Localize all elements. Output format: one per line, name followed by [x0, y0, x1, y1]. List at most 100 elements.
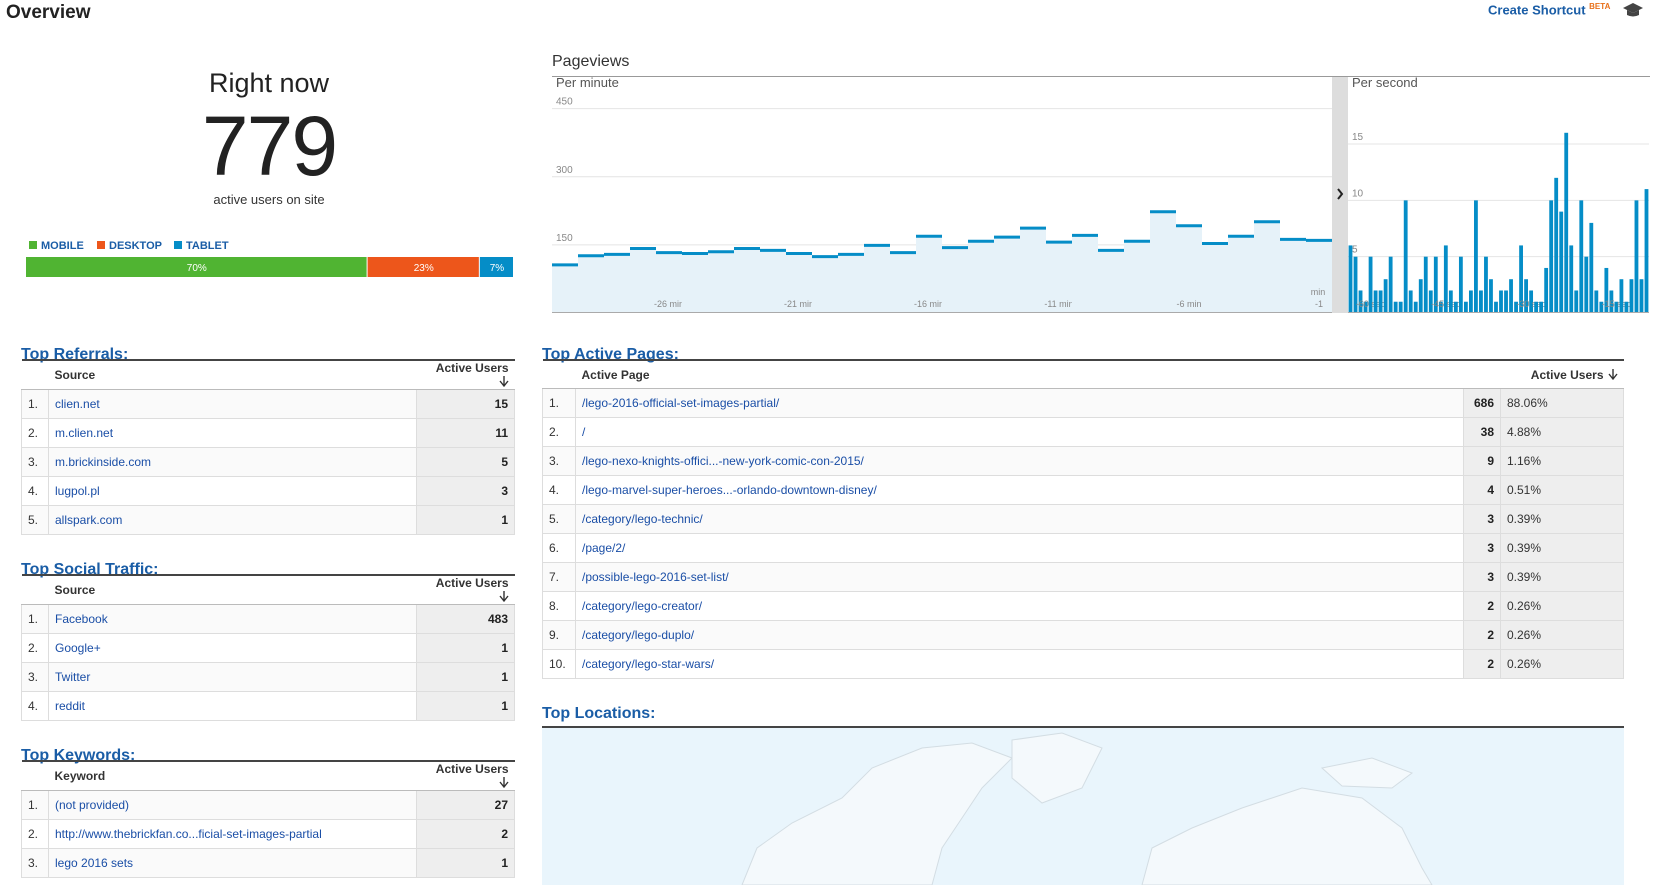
bar-area — [838, 254, 864, 313]
bar — [1564, 132, 1569, 313]
row-cell: 3. — [21, 447, 49, 477]
row-cell: 9 — [1463, 446, 1501, 476]
header-cell[interactable]: Active Users — [416, 575, 515, 605]
row-link[interactable]: /possible-lego-2016-set-list/ — [575, 562, 1464, 592]
row-cell: 0.26% — [1500, 591, 1624, 621]
bar-area — [994, 237, 1020, 313]
row-link[interactable]: clien.net — [48, 389, 417, 419]
table-row: 2./38 4.88% — [542, 417, 1624, 447]
bar-area — [1020, 228, 1046, 313]
row-link[interactable]: http://www.thebrickfan.co...ficial-set-i… — [48, 819, 417, 849]
segment-label: 23% — [414, 263, 434, 274]
header-cell[interactable]: Active Users — [1463, 360, 1624, 389]
row-link[interactable]: lugpol.pl — [48, 476, 417, 506]
header-label[interactable]: Active Users — [1530, 367, 1604, 382]
section-title: Top Social Traffic: — [21, 561, 159, 578]
row-link[interactable]: allspark.com — [48, 505, 417, 535]
sort-arrow[interactable] — [498, 591, 509, 603]
bar — [1634, 200, 1639, 313]
bar-area — [864, 245, 890, 313]
bar — [1624, 301, 1629, 313]
row-link[interactable]: /category/lego-technic/ — [575, 504, 1464, 534]
row-link[interactable]: /category/lego-star-wars/ — [575, 649, 1464, 679]
row-cell: 1. — [542, 388, 576, 418]
row-link[interactable]: lego 2016 sets — [48, 848, 417, 878]
header-label[interactable]: Active Users — [435, 576, 509, 590]
row-link[interactable]: /lego-marvel-super-heroes...-orlando-dow… — [575, 475, 1464, 505]
row-link[interactable]: Facebook — [48, 604, 417, 634]
cap-icon[interactable] — [1622, 2, 1644, 18]
bar — [1529, 290, 1534, 313]
device-segment — [367, 257, 479, 277]
row-link[interactable]: /category/lego-creator/ — [575, 591, 1464, 621]
header-cell — [542, 360, 576, 389]
row-link[interactable]: m.brickinside.com — [48, 447, 417, 477]
row-link[interactable]: Google+ — [48, 633, 417, 663]
sort-arrow[interactable] — [1607, 368, 1618, 380]
row-link[interactable]: /lego-2016-official-set-images-partial/ — [575, 388, 1464, 418]
bar-area — [630, 248, 656, 313]
x-tick-label: -15 sec — [1602, 299, 1632, 309]
header-cell[interactable]: Active Users — [416, 360, 515, 390]
bar — [1443, 245, 1448, 313]
row-link[interactable]: m.clien.net — [48, 418, 417, 448]
row-link[interactable]: Twitter — [48, 662, 417, 692]
device-chart: MOBILE 70% DESKTOP 23% TABLET 7% — [26, 240, 513, 277]
bar — [1579, 200, 1584, 313]
bar — [1398, 301, 1403, 313]
x-tick-label: -26 min — [654, 299, 684, 309]
row-link[interactable]: (not provided) — [48, 790, 417, 820]
row-cell: 2. — [21, 819, 49, 849]
row-cell: 0.26% — [1500, 620, 1624, 650]
table-row: 3./lego-nexo-knights-offici...-new-york-… — [542, 446, 1624, 476]
table-row: 4. reddit 1 — [21, 691, 515, 721]
bar-area — [812, 256, 838, 313]
row-cell: 5. — [21, 505, 49, 535]
header-row: Keyword Active Users — [21, 761, 515, 791]
row-link[interactable]: /lego-nexo-knights-offici...-new-york-co… — [575, 446, 1464, 476]
bar — [1569, 245, 1574, 313]
table-row: 2. Google+ 1 — [21, 633, 515, 663]
row-link[interactable]: reddit — [48, 691, 417, 721]
bar — [1363, 301, 1368, 313]
segment-label: 70% — [187, 263, 207, 274]
bar — [1368, 256, 1373, 313]
panel-toggle[interactable] — [1332, 77, 1348, 313]
x-tick-label: -30 sec — [1516, 299, 1546, 309]
table-row: 2. m.clien.net 11 — [21, 418, 515, 448]
bar — [1559, 211, 1564, 313]
bar-area — [786, 253, 812, 313]
row-link[interactable]: /page/2/ — [575, 533, 1464, 563]
row-link[interactable]: /category/lego-duplo/ — [575, 620, 1464, 650]
row-link[interactable]: / — [575, 417, 1464, 447]
bar — [1484, 256, 1488, 313]
header-label[interactable]: Active Users — [435, 762, 509, 776]
row-cell: 4. — [542, 475, 576, 505]
x-unit: min — [1311, 287, 1326, 297]
legend-swatch — [29, 241, 37, 249]
header-cell[interactable]: Active Users — [416, 761, 515, 791]
shortcut-label[interactable]: Create Shortcut — [1488, 2, 1586, 18]
sort-arrow[interactable] — [498, 777, 509, 789]
bar — [1474, 200, 1478, 313]
row-cell: 1. — [21, 790, 49, 820]
row-cell: 2. — [542, 417, 576, 447]
sort-arrow[interactable] — [498, 376, 509, 388]
table-row: 3. m.brickinside.com 5 — [21, 447, 515, 477]
y-tick-label: 10 — [1352, 188, 1364, 199]
bar-area — [682, 253, 708, 313]
bar — [1644, 189, 1649, 313]
table-row: 10./category/lego-star-wars/2 0.26% — [542, 649, 1624, 679]
bar-area — [604, 254, 630, 313]
create-shortcut[interactable]: Create Shortcut BETA — [1488, 2, 1610, 17]
row-cell: 3 — [1463, 562, 1501, 592]
header-label[interactable]: Active Users — [435, 361, 509, 375]
device-segment — [479, 257, 513, 277]
bar — [1388, 256, 1393, 313]
header-cell: Source — [48, 360, 417, 390]
bar-area — [890, 252, 916, 313]
bar — [1519, 245, 1523, 313]
y-tick-label: 150 — [556, 233, 573, 244]
bar-area — [1150, 211, 1176, 313]
row-cell: 3 — [1463, 504, 1501, 534]
